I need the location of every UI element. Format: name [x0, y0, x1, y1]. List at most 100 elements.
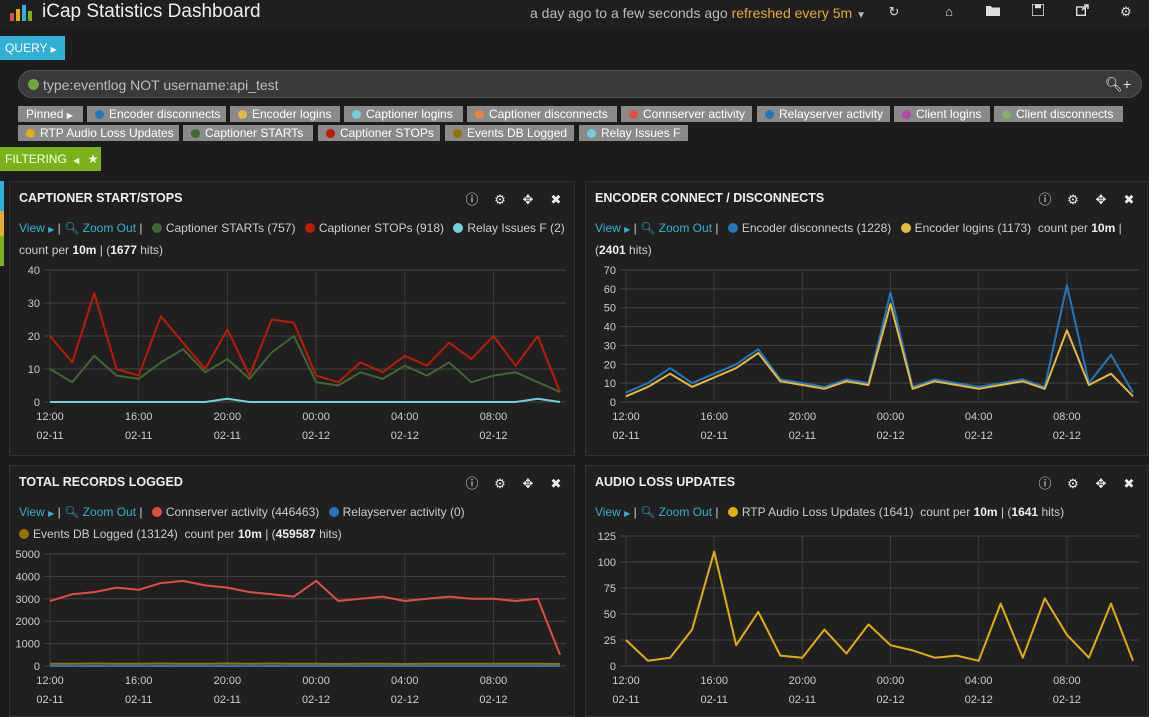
y-tick-label: 125 [598, 531, 616, 543]
pill-relayserver-activity[interactable]: Relayserver activity [757, 106, 890, 122]
x-tick-label: 08:00 [1053, 675, 1081, 687]
x-tick-date-label: 02-12 [965, 430, 993, 442]
view-menu[interactable]: View ▶ [19, 221, 55, 235]
home-icon[interactable]: ⌂ [945, 4, 953, 19]
x-tick-label: 20:00 [789, 675, 817, 687]
pill-captioner-logins[interactable]: Captioner logins [344, 106, 463, 122]
view-menu[interactable]: View ▶ [595, 221, 631, 235]
pill-color-dot [1002, 110, 1011, 119]
x-tick-date-label: 02-12 [302, 430, 330, 442]
zoom-out-button[interactable]: 🔍︎ Zoom Out [64, 221, 136, 235]
zoom-out-button[interactable]: 🔍︎ Zoom Out [64, 505, 136, 519]
pinned-pill[interactable]: Pinned ▶ [18, 106, 83, 122]
info-icon[interactable]: ⓘ [1038, 192, 1052, 207]
gear-icon[interactable]: ⚙ [1067, 192, 1079, 207]
time-range-picker[interactable]: a day ago to a few seconds ago refreshed… [530, 5, 866, 21]
zoom-out-button[interactable]: 🔍︎ Zoom Out [640, 221, 712, 235]
close-icon[interactable]: ✖ [550, 476, 562, 491]
gear-icon[interactable]: ⚙ [494, 192, 506, 207]
row-collapse-strip-orange[interactable] [0, 211, 4, 236]
interval-value: 10m [237, 527, 262, 541]
pill-captioner-starts[interactable]: Captioner STARTs [183, 125, 313, 141]
x-tick-label: 16:00 [125, 675, 153, 687]
x-tick-label: 16:00 [700, 411, 728, 423]
x-tick-label: 12:00 [612, 675, 640, 687]
x-tick-label: 20:00 [214, 675, 242, 687]
x-tick-label: 08:00 [480, 675, 508, 687]
legend-item[interactable]: Captioner STOPs (918) [299, 221, 444, 235]
close-icon[interactable]: ✖ [1123, 192, 1135, 207]
close-icon[interactable]: ✖ [550, 192, 562, 207]
search-add-icon[interactable]: 🔍︎+ [1105, 76, 1131, 92]
chart-audio[interactable]: 0 25 50 75 100 125 12:00 02-11 16:00 02-11 20:00 02… [586, 528, 1149, 716]
pill-color-dot [95, 110, 104, 119]
pill-color-dot [352, 110, 361, 119]
move-icon[interactable]: ✥ [1095, 192, 1107, 207]
series-line [49, 579, 561, 656]
star-icon: ★ [87, 152, 99, 166]
pill-connserver-activity[interactable]: Connserver activity [621, 106, 752, 122]
zoom-out-button[interactable]: 🔍︎ Zoom Out [640, 505, 712, 519]
row-collapse-strip-blue[interactable] [0, 181, 4, 211]
info-icon[interactable]: ⓘ [465, 476, 479, 491]
legend-color-dot [453, 223, 464, 233]
legend-item[interactable]: Encoder logins (1173) [895, 221, 1031, 235]
chevron-down-icon: ▼ [856, 10, 866, 21]
hits-label: hits [319, 527, 338, 541]
folder-open-icon[interactable] [985, 4, 1001, 20]
info-icon[interactable]: ⓘ [1038, 476, 1052, 491]
view-menu[interactable]: View ▶ [595, 505, 631, 519]
chart-captioner[interactable]: 0 10 20 30 40 12:00 02-11 16:00 02-11 20:00 02-11 0… [10, 262, 576, 452]
gear-icon[interactable]: ⚙ [1120, 4, 1132, 19]
query-input[interactable]: type:eventlog NOT username:api_test 🔍︎+ [18, 70, 1142, 98]
legend-item[interactable]: Captioner STARTs (757) [146, 221, 295, 235]
view-menu[interactable]: View ▶ [19, 505, 55, 519]
legend-item[interactable]: Events DB Logged (13124) [19, 527, 178, 541]
refresh-icon[interactable]: ↻ [888, 4, 900, 19]
gear-icon[interactable]: ⚙ [1067, 476, 1079, 491]
x-tick-date-label: 02-11 [214, 694, 241, 706]
pill-encoder-disconnects[interactable]: Encoder disconnects [87, 106, 226, 122]
legend-label: Captioner STOPs [318, 221, 413, 235]
legend-count: 1641 [882, 505, 910, 519]
legend-item[interactable]: RTP Audio Loss Updates (1641) [722, 505, 914, 519]
row-collapse-strip-green[interactable] [0, 236, 4, 266]
pill-client-logins[interactable]: Client logins [894, 106, 990, 122]
pill-captioner-disconnects[interactable]: Captioner disconnects [467, 106, 617, 122]
pill-rtp-audio-loss[interactable]: RTP Audio Loss Updates [18, 125, 179, 141]
pill-label: Events DB Logged [467, 126, 568, 140]
pill-events-db-logged[interactable]: Events DB Logged [445, 125, 574, 141]
legend-count: 2 [554, 221, 561, 235]
filtering-toggle-button[interactable]: FILTERING ◀ ★ [0, 147, 101, 171]
legend-item[interactable]: Encoder disconnects (1228) [722, 221, 891, 235]
chart-encoder[interactable]: 0 10 20 30 40 50 60 70 12:00 02-11 16:00 02-11 20:00… [586, 262, 1149, 452]
move-icon[interactable]: ✥ [1095, 476, 1107, 491]
chart-records[interactable]: 0 1000 2000 3000 4000 5000 12:00 02-11 16:00 02-1… [10, 546, 576, 716]
info-icon[interactable]: ⓘ [465, 192, 479, 207]
hits-label: hits [140, 243, 159, 257]
legend-item[interactable]: Connserver activity (446463) [146, 505, 319, 519]
save-icon[interactable] [1030, 3, 1046, 20]
legend-label: Relay Issues F [467, 221, 547, 235]
legend-item[interactable]: Relayserver activity (0) [323, 505, 465, 519]
zoom-out-label: Zoom Out [658, 505, 713, 519]
hits-label: hits [629, 243, 648, 257]
gear-icon[interactable]: ⚙ [494, 476, 506, 491]
legend-item[interactable]: Relay Issues F (2) [447, 221, 565, 235]
share-icon[interactable] [1074, 4, 1090, 20]
x-tick-date-label: 02-11 [214, 430, 241, 442]
panel-title: CAPTIONER START/STOPS [19, 191, 183, 205]
move-icon[interactable]: ✥ [522, 476, 534, 491]
legend-count: 1173 [1001, 221, 1028, 235]
pill-captioner-stops[interactable]: Captioner STOPs [318, 125, 440, 141]
y-tick-label: 30 [604, 340, 616, 352]
pill-client-disconnects[interactable]: Client disconnects [994, 106, 1123, 122]
pill-relay-issues-f[interactable]: Relay Issues F [579, 125, 688, 141]
pill-color-dot [475, 110, 484, 119]
x-tick-date-label: 02-12 [302, 694, 330, 706]
query-toggle-button[interactable]: QUERY ▶ [0, 36, 65, 60]
close-icon[interactable]: ✖ [1123, 476, 1135, 491]
legend-label: Connserver activity [165, 505, 268, 519]
move-icon[interactable]: ✥ [522, 192, 534, 207]
pill-encoder-logins[interactable]: Encoder logins [230, 106, 340, 122]
